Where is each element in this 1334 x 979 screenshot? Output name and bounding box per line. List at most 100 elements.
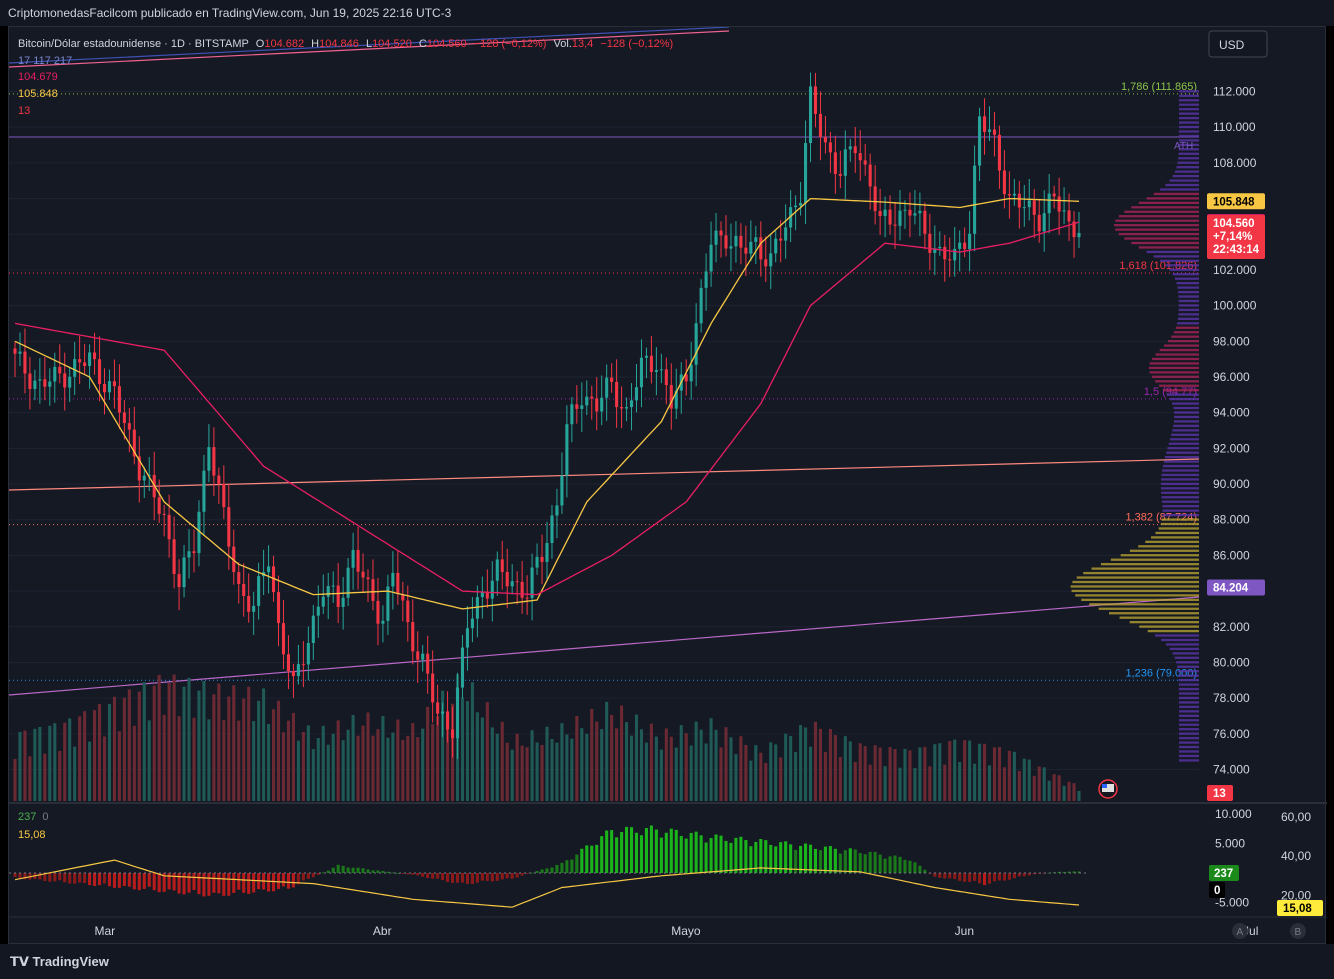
tradingview-logo[interactable]: 𝗧𝗩 TradingView: [10, 954, 109, 970]
volume-bar: [1057, 775, 1061, 801]
candle-body: [436, 702, 440, 714]
candle-body: [719, 230, 723, 236]
volume-bar: [460, 697, 465, 801]
osc-bar: [267, 873, 271, 892]
osc-bar: [759, 838, 763, 873]
candle-body: [371, 579, 375, 601]
osc-bar: [779, 842, 783, 873]
osc-bar: [982, 873, 987, 886]
vp-bar: [1138, 201, 1199, 205]
volume-bar: [197, 690, 201, 801]
trendline-magenta[interactable]: [8, 596, 1200, 696]
vp-bar: [1160, 188, 1199, 191]
osc-bar: [729, 842, 733, 873]
candle-body: [868, 164, 872, 187]
currency-button[interactable]: USD: [1208, 30, 1268, 58]
osc-bar: [83, 873, 87, 884]
osc-bar: [943, 873, 947, 879]
legend-c-value: 104.560: [427, 38, 467, 50]
osc-bar: [968, 873, 972, 882]
ema-slow-badge: [1207, 193, 1265, 210]
candle-body: [669, 385, 673, 409]
osc-bar: [634, 832, 639, 873]
legend-vol-value: 13,4: [572, 38, 593, 50]
flag-icon[interactable]: [1098, 779, 1118, 799]
osc-bar: [639, 835, 644, 873]
vp-bar: [1178, 719, 1199, 722]
vp-bar: [1164, 455, 1199, 459]
osc-bar: [590, 845, 594, 873]
vp-bar: [1148, 366, 1199, 370]
vp-bar: [1145, 540, 1199, 544]
osc-bar: [197, 873, 201, 895]
vp-bar: [1155, 380, 1199, 383]
ema-fast-line[interactable]: [14, 221, 1080, 596]
vp-bar: [1178, 157, 1199, 160]
volume-bar: [575, 716, 579, 801]
candle-body: [237, 572, 241, 584]
candle-body: [366, 577, 370, 580]
price-axis[interactable]: 112.000110.000108.000106.000104.000102.0…: [1213, 85, 1257, 777]
osc-bar: [465, 873, 469, 884]
candles: [13, 72, 1081, 759]
osc-bar: [311, 873, 315, 878]
candle-body: [446, 711, 450, 730]
trendline-top-blue[interactable]: [8, 26, 730, 64]
candle-body: [794, 205, 798, 208]
osc-bar: [480, 873, 484, 881]
candle-body: [406, 600, 410, 623]
candle-body: [784, 227, 788, 241]
price-chart[interactable]: 1,786 (111.865)1,618 (101.826)1,5 (94.77…: [8, 26, 1327, 945]
osc-bar: [719, 835, 723, 873]
osc-bar: [1077, 871, 1081, 873]
volume-bar: [93, 710, 97, 801]
candle-body: [744, 247, 748, 254]
trendline-orange[interactable]: [8, 458, 1200, 491]
trendline-top-red[interactable]: [8, 30, 730, 68]
vp-bar: [1172, 429, 1199, 432]
candle-body: [823, 137, 827, 143]
time-axis-button[interactable]: [1290, 923, 1306, 939]
volume-bar: [764, 763, 768, 801]
volume-bar: [510, 749, 514, 801]
osc-bar: [48, 873, 52, 882]
volume-bar: [132, 725, 136, 801]
vp-bar: [1138, 545, 1199, 548]
volume-bar: [18, 731, 22, 801]
osc-bar: [913, 862, 917, 873]
volume-bar: [490, 727, 494, 801]
fib-label: 1,382 (87.724): [1125, 512, 1197, 524]
candle-body: [644, 355, 648, 358]
ema-slow-line[interactable]: [14, 197, 1080, 610]
volume-bar: [1037, 766, 1041, 801]
volume-bar: [107, 703, 112, 801]
last-price-badge-text: +7,14%: [1213, 231, 1252, 243]
time-axis-button[interactable]: [1232, 923, 1248, 939]
osc-legend-value1: 237: [18, 811, 36, 823]
poc-badge: [1207, 579, 1265, 596]
candle-body: [948, 259, 952, 261]
vp-bar: [1178, 687, 1199, 691]
candle-body: [63, 373, 67, 388]
chart-area[interactable]: 1,786 (111.865) 1,618 (101.826) 1,5 (94.77…: [8, 26, 1327, 945]
volume-bar: [639, 729, 644, 801]
vp-bar: [1179, 745, 1199, 749]
volume-bar: [356, 735, 360, 801]
volume-bar: [843, 736, 847, 801]
last-price-badge-text: 22:43:14: [1213, 244, 1260, 256]
vp-bar: [1165, 183, 1199, 187]
vp-bar: [1129, 621, 1199, 624]
volume-bar: [918, 747, 922, 801]
volume-bar: [58, 750, 62, 801]
volume-bar: [331, 733, 335, 801]
osc-bar: [43, 873, 47, 882]
volume-badge: [1207, 785, 1233, 801]
volume-bar: [286, 720, 290, 801]
volume-bar: [779, 757, 783, 801]
candle-body: [913, 213, 917, 216]
volume-bar: [411, 723, 415, 801]
candle-body: [341, 597, 345, 607]
volume-bar: [858, 743, 862, 801]
time-label: Mar: [94, 924, 115, 938]
